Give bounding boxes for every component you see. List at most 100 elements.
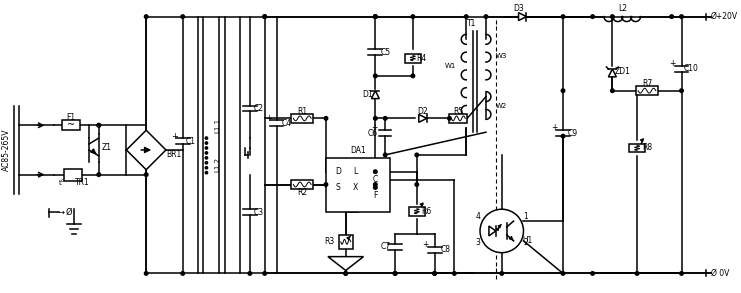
Circle shape [205, 166, 207, 169]
Bar [326, 158, 391, 212]
Text: R7: R7 [642, 79, 652, 88]
Text: →: → [58, 208, 64, 217]
Text: W3: W3 [496, 53, 507, 59]
Bar [339, 235, 353, 249]
Circle shape [373, 15, 377, 18]
Circle shape [373, 15, 377, 18]
Circle shape [679, 15, 683, 18]
Circle shape [561, 15, 565, 18]
Text: L: L [353, 167, 358, 176]
Circle shape [393, 272, 397, 275]
Text: F: F [373, 191, 377, 200]
Bar [405, 54, 421, 62]
Text: U1: U1 [522, 236, 533, 245]
Text: Ø+20V: Ø+20V [711, 12, 738, 21]
Polygon shape [489, 226, 496, 236]
Circle shape [144, 15, 148, 18]
Circle shape [411, 74, 415, 78]
Circle shape [205, 147, 207, 149]
Circle shape [433, 272, 436, 275]
Circle shape [263, 272, 267, 275]
Circle shape [324, 117, 328, 120]
Bar [62, 120, 80, 130]
Circle shape [144, 173, 148, 176]
Text: R4: R4 [416, 54, 427, 63]
Text: C1: C1 [186, 137, 196, 146]
Text: +: + [171, 132, 179, 141]
Text: F1: F1 [67, 113, 76, 122]
Circle shape [611, 15, 614, 18]
Circle shape [480, 209, 523, 253]
Text: L2: L2 [618, 4, 627, 13]
Text: 2: 2 [523, 238, 528, 247]
Text: W2: W2 [496, 103, 507, 108]
Circle shape [393, 272, 397, 275]
Bar [291, 114, 313, 123]
Text: C8: C8 [440, 245, 451, 254]
Text: D: D [335, 167, 341, 176]
Text: t°: t° [59, 180, 65, 185]
Circle shape [344, 272, 348, 275]
Polygon shape [328, 257, 364, 270]
Text: T1: T1 [468, 19, 476, 28]
Bar [636, 86, 658, 95]
Text: L1.1: L1.1 [214, 118, 220, 133]
Circle shape [205, 171, 207, 174]
Bar [291, 180, 313, 189]
Circle shape [205, 162, 207, 164]
Text: ~: ~ [67, 120, 75, 130]
Circle shape [679, 89, 683, 93]
Text: DA1: DA1 [350, 146, 366, 156]
Text: +: + [422, 240, 429, 249]
Text: 3: 3 [476, 238, 480, 247]
Text: 1: 1 [523, 212, 528, 221]
Circle shape [263, 15, 267, 18]
Circle shape [561, 134, 565, 138]
Circle shape [670, 15, 674, 18]
Text: AC85-265V: AC85-265V [2, 129, 11, 171]
Text: L1.2: L1.2 [214, 157, 220, 172]
Circle shape [561, 272, 565, 275]
Text: R8: R8 [642, 144, 652, 152]
Circle shape [144, 272, 148, 275]
Circle shape [205, 152, 207, 154]
Polygon shape [371, 91, 379, 99]
Circle shape [500, 272, 504, 275]
Circle shape [415, 183, 419, 186]
Text: C4: C4 [282, 119, 291, 128]
Circle shape [205, 142, 207, 144]
Text: R3: R3 [325, 237, 335, 246]
Circle shape [465, 15, 468, 18]
Polygon shape [127, 130, 166, 170]
Text: C7: C7 [380, 242, 391, 251]
Text: C5: C5 [380, 48, 391, 57]
Text: C6: C6 [368, 129, 377, 138]
Circle shape [679, 272, 683, 275]
Text: ZD1: ZD1 [614, 67, 630, 76]
Text: Ø 0V: Ø 0V [711, 269, 730, 278]
Text: R2: R2 [297, 188, 308, 197]
Text: +: + [551, 123, 557, 132]
Circle shape [484, 15, 488, 18]
Text: TR1: TR1 [75, 178, 90, 187]
Circle shape [263, 15, 267, 18]
Text: Z1: Z1 [102, 144, 112, 152]
Text: +: + [371, 123, 377, 132]
Text: C9: C9 [568, 129, 578, 138]
Circle shape [373, 183, 377, 186]
Text: C10: C10 [684, 64, 699, 74]
Text: C2: C2 [253, 104, 264, 113]
Text: +: + [669, 59, 676, 68]
Text: R5: R5 [453, 107, 463, 116]
Circle shape [591, 272, 594, 275]
Polygon shape [519, 13, 526, 21]
Circle shape [324, 183, 328, 186]
Circle shape [448, 117, 451, 120]
Circle shape [383, 153, 387, 157]
Bar [64, 169, 82, 180]
Circle shape [561, 89, 565, 93]
Polygon shape [419, 114, 427, 122]
Circle shape [205, 157, 207, 159]
Text: 4: 4 [476, 212, 480, 221]
Circle shape [373, 186, 377, 189]
